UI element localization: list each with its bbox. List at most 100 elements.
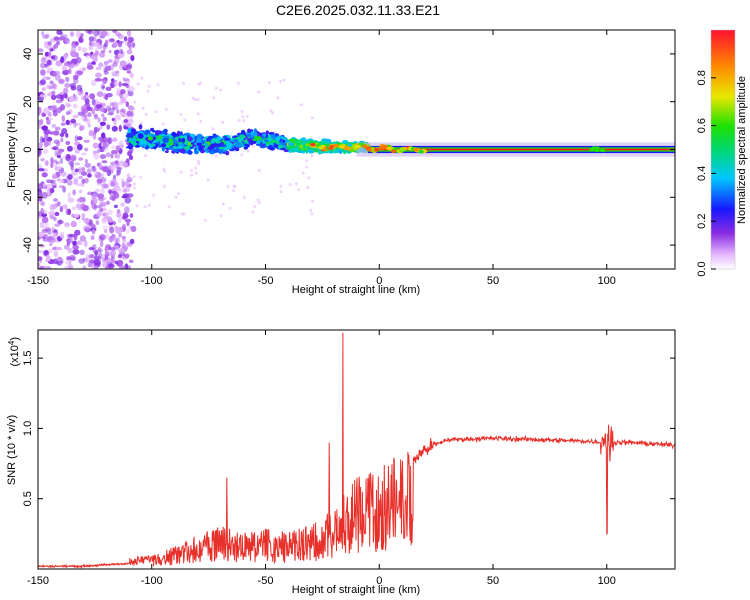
spectrogram-faint-dot <box>242 119 246 123</box>
spectrogram-noise-blob <box>95 72 102 78</box>
spectrogram-core-blob <box>345 146 352 151</box>
spectrogram-noise-blob <box>113 119 117 126</box>
spectrogram-noise-blob <box>71 170 78 176</box>
spectrogram-noise-blob <box>42 236 46 240</box>
spectrogram-noise-blob <box>44 227 52 232</box>
spectrogram-noise-blob <box>44 133 49 140</box>
spectrogram-band-blob <box>271 140 278 143</box>
spectrogram-noise-blob <box>74 168 79 173</box>
spectrogram-faint-dot <box>246 149 250 153</box>
spectrogram-noise-blob <box>74 150 80 154</box>
spectrogram-noise-blob <box>118 167 123 170</box>
spectrogram-noise-blob <box>53 130 60 136</box>
spectrogram-noise-blob <box>76 84 83 92</box>
spectrogram-noise-blob <box>127 41 132 48</box>
spectrogram-noise-blob <box>67 263 73 269</box>
spectrogram-noise-blob <box>38 250 44 253</box>
spectrogram-noise-blob <box>94 42 101 48</box>
spectrogram-noise-blob <box>116 90 121 96</box>
spectrogram-faint-dot <box>191 96 195 100</box>
spectrogram-noise-blob <box>60 137 64 143</box>
spectrogram-noise-blob <box>56 151 62 155</box>
spectrogram-noise-blob <box>109 195 116 201</box>
spectrogram-noise-blob <box>127 36 135 43</box>
spectrogram-band-blob <box>172 148 180 153</box>
spectrogram-band-blob <box>204 143 208 147</box>
spectrogram-noise-blob <box>111 145 116 149</box>
spectrogram-noise-blob <box>102 206 107 212</box>
spectrogram-faint-dot <box>282 78 286 82</box>
spectrogram-faint-dot <box>143 205 147 209</box>
spectrogram-noise-blob <box>41 172 48 178</box>
spectrogram-noise-blob <box>76 70 84 75</box>
spectrogram-noise-blob <box>116 169 121 176</box>
spectrogram-noise-blob <box>79 125 84 132</box>
spectrogram-faint-dot <box>194 171 198 175</box>
spectrogram-noise-blob <box>78 167 82 174</box>
spectrogram-noise-blob <box>63 244 70 250</box>
spectrogram-noise-blob <box>122 93 129 99</box>
spectrogram-noise-blob <box>70 118 76 124</box>
spectrogram-noise-blob <box>115 173 120 177</box>
spectrogram-noise-blob <box>59 171 67 177</box>
spectrogram-noise-blob <box>99 154 107 160</box>
spectrogram-noise-blob <box>72 245 80 250</box>
spectrogram-y-label: Frequency (Hz) <box>6 112 18 188</box>
spectrogram-noise-blob <box>102 225 109 230</box>
spectrogram-core-blob <box>413 147 419 152</box>
spectrogram-noise-blob <box>115 145 121 152</box>
spectrogram-band-blob <box>246 133 252 138</box>
spectrogram-noise-blob <box>38 125 42 130</box>
spectrogram-band-blob <box>295 147 299 153</box>
spectrogram-faint-dot <box>140 76 144 80</box>
spectrogram-noise-blob <box>94 188 101 193</box>
spectrogram-noise-blob <box>40 94 44 98</box>
spectrogram-noise-blob <box>54 150 58 157</box>
spectrogram-noise-blob <box>46 139 52 146</box>
spectrogram-faint-dot <box>279 184 283 188</box>
spectrogram-faint-dot <box>196 112 200 116</box>
spectrogram-noise-blob <box>105 152 111 158</box>
spectrogram-noise-blob <box>52 232 57 237</box>
spectrogram-noise-blob <box>99 125 103 130</box>
spectrogram-noise-blob <box>55 99 63 104</box>
spectrogram-noise-blob <box>84 240 88 248</box>
snr-series-line <box>38 332 675 569</box>
spectrogram-noise-blob <box>49 242 53 247</box>
spectrogram-noise-blob <box>40 202 45 207</box>
spectrogram-noise-blob <box>38 231 45 237</box>
spectrogram-noise-blob <box>59 157 64 164</box>
spectrogram-faint-dot <box>164 107 168 111</box>
spectrogram-noise-blob <box>93 152 100 160</box>
spectrogram-noise-blob <box>98 235 104 242</box>
spectrogram-noise-blob <box>62 93 68 99</box>
spectrogram-noise-blob <box>100 146 106 150</box>
spectrogram-noise-blob <box>101 85 105 89</box>
spectrogram-noise-blob <box>99 173 105 179</box>
spectrogram-faint-dot <box>203 219 207 222</box>
spectrogram-noise-blob <box>67 179 73 186</box>
spectrogram-noise-blob <box>98 197 105 202</box>
colorbar-tick-label: 0.0 <box>696 261 708 276</box>
spectrogram-faint-dot <box>152 193 156 197</box>
spectrogram-noise-blob <box>90 79 97 87</box>
spectrogram-noise-blob <box>106 124 111 130</box>
x-tick-label: -100 <box>141 275 163 287</box>
spectrogram-band-blob <box>275 137 281 142</box>
spectrogram-noise-blob <box>108 189 112 195</box>
spectrogram-band-blob <box>270 148 275 151</box>
spectrogram-noise-blob <box>108 235 114 243</box>
spectrogram-faint-dot <box>243 195 246 199</box>
spectrogram-noise-blob <box>125 123 131 127</box>
spectrogram-noise-blob <box>47 112 52 117</box>
spectrogram-noise-blob <box>67 208 71 215</box>
spectrogram-noise-blob <box>63 69 70 74</box>
spectrogram-faint-dot <box>199 119 203 123</box>
spectrogram-noise-blob <box>84 162 92 168</box>
spectrogram-noise-blob <box>85 30 92 34</box>
spectrogram-noise-blob <box>56 30 63 35</box>
spectrogram-faint-dot <box>279 190 283 194</box>
spectrogram-noise-blob <box>118 218 122 223</box>
x-tick-label: -150 <box>27 275 49 287</box>
spectrogram-faint-dot <box>139 121 143 125</box>
